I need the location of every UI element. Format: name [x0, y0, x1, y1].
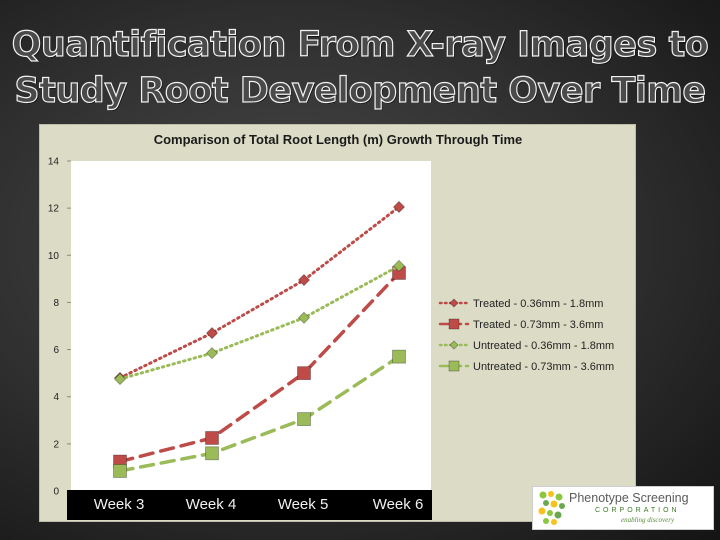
legend-label: Untreated - 0.73mm - 3.6mm: [473, 361, 614, 373]
data-point-marker: [205, 327, 219, 340]
x-tick-label: Week 5: [277, 496, 329, 513]
y-tick-label: 0: [53, 487, 59, 498]
x-tick-label: Week 3: [93, 496, 145, 513]
data-point-marker: [448, 360, 460, 372]
series-line: [118, 354, 401, 473]
data-point-marker: [449, 340, 459, 350]
line-chart: Comparison of Total Root Length (m) Grow…: [48, 132, 614, 498]
x-axis-labels: Week 3 Week 4 Week 5 Week 6: [67, 490, 432, 520]
y-tick-label: 12: [48, 204, 60, 215]
series-line: [118, 271, 401, 464]
data-point-marker: [205, 446, 219, 461]
data-point-marker: [113, 464, 127, 478]
logo-corporation: CORPORATION: [595, 507, 680, 514]
legend: Treated - 0.36mm - 1.8mm Treated - 0.73mm…: [438, 298, 614, 373]
slide-title: Quantification From X-ray Images to Stud…: [0, 22, 720, 114]
legend-label: Untreated - 0.36mm - 1.8mm: [473, 340, 614, 352]
y-tick-label: 10: [48, 251, 60, 262]
y-tick-label: 8: [53, 298, 59, 309]
x-tick-label: Week 4: [185, 496, 237, 513]
x-tick-label: Week 6: [372, 496, 424, 513]
data-point-marker: [448, 318, 460, 330]
data-point-marker: [297, 311, 311, 324]
series-layer: [113, 200, 406, 478]
plot-area: [71, 161, 431, 491]
series-group: [113, 349, 406, 478]
y-tick-label: 14: [48, 157, 60, 168]
company-logo: Phenotype Screening CORPORATION enabling…: [532, 486, 714, 530]
data-point-marker: [392, 200, 406, 214]
data-point-marker: [297, 273, 311, 287]
series-group: [113, 259, 406, 386]
logo-mark-icon: [538, 491, 565, 525]
data-point-marker: [392, 349, 406, 364]
legend-label: Treated - 0.73mm - 3.6mm: [473, 319, 603, 331]
data-point-marker: [392, 259, 406, 272]
slide-title-line-1: Quantification From X-ray Images to: [11, 24, 709, 65]
data-point-marker: [449, 298, 459, 308]
series-line: [118, 264, 401, 381]
data-point-marker: [205, 347, 219, 360]
data-point-marker: [205, 431, 219, 445]
series-line: [118, 205, 401, 380]
y-tick-label: 4: [53, 392, 59, 403]
data-point-marker: [297, 412, 311, 427]
y-tick-label: 6: [53, 345, 59, 356]
logo-name: Phenotype Screening: [569, 491, 689, 505]
chart-panel: Comparison of Total Root Length (m) Grow…: [39, 124, 636, 522]
legend-label: Treated - 0.36mm - 1.8mm: [473, 298, 603, 310]
y-axis: 0 2 4 6 8 10 12 14: [48, 157, 71, 498]
logo-tagline: enabling discovery: [621, 516, 675, 524]
data-point-marker: [297, 366, 311, 381]
y-tick-label: 2: [53, 439, 59, 450]
data-point-marker: [113, 372, 127, 386]
slide-title-line-2: Study Root Development Over Time: [14, 70, 707, 111]
chart-title: Comparison of Total Root Length (m) Grow…: [154, 132, 523, 147]
